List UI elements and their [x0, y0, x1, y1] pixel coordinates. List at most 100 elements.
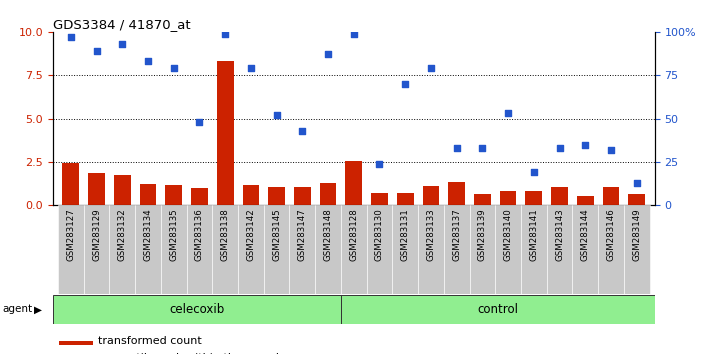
Text: transformed count: transformed count — [98, 336, 201, 346]
Point — [374, 161, 385, 166]
Text: GSM283141: GSM283141 — [529, 208, 539, 261]
Bar — [371, 193, 388, 205]
Bar — [448, 182, 465, 205]
Bar — [422, 186, 439, 205]
Point — [400, 81, 411, 87]
Text: GSM283147: GSM283147 — [298, 208, 307, 261]
Point — [220, 31, 231, 36]
Point — [631, 180, 642, 185]
Bar — [294, 187, 310, 205]
Point — [579, 142, 591, 147]
Bar — [521, 205, 547, 294]
Bar — [165, 184, 182, 205]
Point — [296, 128, 308, 133]
Bar — [58, 205, 84, 294]
Text: ▶: ▶ — [34, 304, 42, 314]
Text: GSM283136: GSM283136 — [195, 208, 204, 261]
Point — [477, 145, 488, 151]
Text: GSM283149: GSM283149 — [632, 208, 641, 261]
Bar — [418, 205, 444, 294]
Bar — [346, 161, 362, 205]
Point — [142, 58, 153, 64]
Bar — [88, 173, 105, 205]
Point — [168, 65, 180, 71]
Bar — [598, 205, 624, 294]
Text: GDS3384 / 41870_at: GDS3384 / 41870_at — [53, 18, 190, 31]
Text: GSM283133: GSM283133 — [427, 208, 436, 261]
Bar — [84, 205, 109, 294]
Text: GSM283144: GSM283144 — [581, 208, 590, 261]
Point — [117, 41, 128, 47]
Text: GSM283129: GSM283129 — [92, 208, 101, 261]
Point — [194, 119, 205, 125]
Bar — [161, 205, 187, 294]
Point — [605, 147, 617, 153]
Bar — [551, 187, 568, 205]
Point — [425, 65, 436, 71]
Bar — [53, 295, 341, 324]
Text: celecoxib: celecoxib — [169, 303, 225, 316]
Text: GSM283135: GSM283135 — [169, 208, 178, 261]
Bar — [629, 194, 645, 205]
Bar — [320, 183, 337, 205]
Bar — [624, 205, 650, 294]
Bar — [547, 205, 572, 294]
Point — [528, 170, 539, 175]
Bar — [474, 194, 491, 205]
Bar — [264, 205, 289, 294]
Text: GSM283142: GSM283142 — [246, 208, 256, 261]
Text: GSM283146: GSM283146 — [606, 208, 615, 261]
Bar — [341, 295, 655, 324]
Bar — [572, 205, 598, 294]
Point — [503, 110, 514, 116]
Bar — [139, 184, 156, 205]
Text: GSM283131: GSM283131 — [401, 208, 410, 261]
Text: GSM283130: GSM283130 — [375, 208, 384, 261]
Bar — [242, 185, 259, 205]
Bar — [109, 205, 135, 294]
Bar — [392, 205, 418, 294]
Text: GSM283138: GSM283138 — [220, 208, 230, 261]
Point — [245, 65, 256, 71]
Text: percentile rank within the sample: percentile rank within the sample — [98, 353, 286, 354]
Bar — [500, 190, 517, 205]
Bar — [114, 175, 131, 205]
Point — [554, 145, 565, 151]
Text: GSM283139: GSM283139 — [478, 208, 487, 261]
Text: GSM283137: GSM283137 — [452, 208, 461, 261]
Point — [91, 48, 102, 54]
Text: GSM283128: GSM283128 — [349, 208, 358, 261]
Bar — [577, 196, 593, 205]
Bar — [289, 205, 315, 294]
Point — [451, 145, 463, 151]
Bar — [367, 205, 392, 294]
Text: GSM283148: GSM283148 — [324, 208, 332, 261]
Bar — [603, 187, 620, 205]
Point — [348, 31, 360, 36]
Bar — [341, 205, 367, 294]
Bar — [59, 341, 94, 345]
Text: GSM283143: GSM283143 — [555, 208, 564, 261]
Bar — [268, 187, 285, 205]
Text: GSM283145: GSM283145 — [272, 208, 281, 261]
Bar — [495, 205, 521, 294]
Point — [65, 34, 77, 40]
Bar — [470, 205, 495, 294]
Bar — [63, 163, 79, 205]
Bar — [315, 205, 341, 294]
Point — [322, 52, 334, 57]
Bar — [187, 205, 213, 294]
Text: GSM283140: GSM283140 — [503, 208, 513, 261]
Point — [271, 112, 282, 118]
Bar — [135, 205, 161, 294]
Text: GSM283132: GSM283132 — [118, 208, 127, 261]
Text: control: control — [477, 303, 518, 316]
Bar — [397, 193, 413, 205]
Text: GSM283134: GSM283134 — [144, 208, 153, 261]
Bar — [217, 61, 234, 205]
Bar — [238, 205, 264, 294]
Text: agent: agent — [3, 304, 33, 314]
Bar — [444, 205, 470, 294]
Bar — [525, 190, 542, 205]
Bar — [191, 188, 208, 205]
